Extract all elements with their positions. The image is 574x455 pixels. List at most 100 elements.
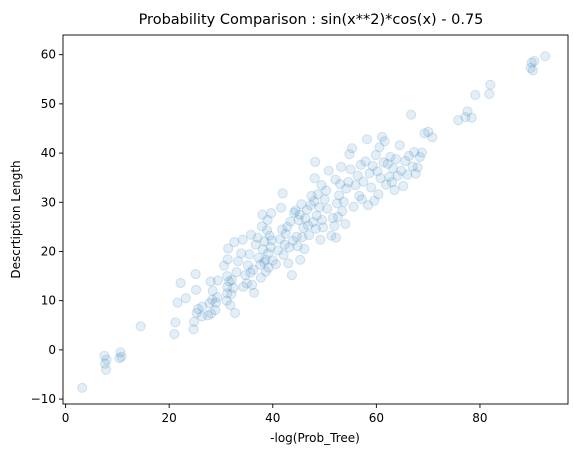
data-point (188, 324, 199, 335)
data-point (270, 259, 281, 270)
data-point (369, 195, 380, 206)
data-point (366, 182, 377, 193)
data-point (484, 88, 495, 100)
data-point (331, 198, 343, 209)
data-point (237, 234, 248, 245)
data-point (222, 288, 233, 299)
data-point (374, 142, 385, 153)
data-point (236, 248, 247, 259)
data-point (409, 147, 420, 158)
data-point (101, 354, 112, 365)
data-point (381, 179, 392, 190)
data-point (197, 301, 208, 312)
data-point (279, 239, 290, 250)
data-point (240, 270, 251, 281)
data-point (326, 230, 337, 241)
data-point (460, 112, 471, 123)
data-point (223, 243, 234, 254)
data-point (462, 106, 473, 117)
data-point (327, 212, 338, 224)
data-point (241, 278, 252, 289)
data-point (100, 364, 112, 375)
data-point (276, 202, 287, 213)
data-point (206, 308, 217, 319)
data-point (280, 228, 291, 239)
data-point (277, 188, 288, 199)
data-point (287, 235, 299, 246)
data-point (225, 300, 236, 311)
data-point (402, 169, 413, 180)
data-point (332, 211, 344, 223)
data-point (222, 281, 233, 292)
data-point (392, 170, 403, 181)
data-point (262, 225, 273, 236)
data-point (228, 282, 239, 293)
x-tick-label: 80 (472, 411, 487, 425)
data-point (423, 126, 434, 137)
data-point (384, 171, 395, 182)
data-point (190, 269, 201, 280)
data-point (378, 157, 389, 168)
y-tick-label: 20 (41, 244, 56, 258)
data-point (311, 210, 322, 221)
data-point (303, 230, 315, 241)
y-axis-label: Descrtiption Length (9, 160, 23, 278)
data-point (170, 317, 181, 328)
data-point (364, 168, 375, 179)
data-point (99, 350, 110, 361)
data-point (323, 165, 334, 176)
data-point (317, 222, 329, 233)
data-point (314, 202, 325, 213)
x-tick-label: 20 (162, 411, 177, 425)
data-point (274, 234, 286, 245)
data-point (390, 153, 402, 165)
data-point (229, 307, 241, 319)
data-point (202, 310, 214, 321)
data-point (262, 214, 273, 226)
data-point (310, 223, 321, 234)
data-point (416, 147, 427, 158)
data-point (191, 307, 202, 319)
data-point (116, 351, 127, 362)
data-point (267, 255, 278, 266)
data-point (172, 297, 183, 308)
data-point (356, 194, 367, 205)
data-point (188, 316, 200, 327)
data-point (309, 173, 320, 184)
data-point (180, 293, 191, 304)
data-point (300, 213, 311, 224)
data-point (407, 161, 418, 172)
data-point (360, 156, 371, 167)
data-point (77, 382, 88, 393)
data-point (296, 199, 307, 210)
data-point (207, 285, 218, 296)
data-point (386, 177, 397, 188)
data-point (226, 274, 237, 286)
data-point (292, 241, 303, 252)
data-point (219, 260, 230, 271)
ticks-layer: 0 20 40 60 80 −10 0 10 20 30 40 50 60 (31, 48, 488, 425)
data-point (305, 200, 316, 211)
data-point (373, 189, 384, 200)
data-point (291, 231, 302, 242)
data-point (249, 287, 260, 298)
data-point (266, 235, 277, 246)
data-point (316, 214, 328, 226)
data-point (257, 244, 268, 255)
y-tick-label: 30 (41, 195, 56, 209)
data-point (344, 149, 355, 160)
data-point (193, 303, 204, 315)
data-point (389, 184, 400, 196)
data-point (222, 271, 233, 282)
data-point (301, 204, 313, 215)
data-point (398, 180, 409, 192)
data-point (222, 254, 233, 265)
data-point (466, 112, 477, 123)
data-point (295, 254, 306, 265)
data-point (283, 258, 294, 269)
data-point (288, 207, 300, 218)
data-point (260, 266, 272, 277)
data-point (278, 249, 289, 260)
